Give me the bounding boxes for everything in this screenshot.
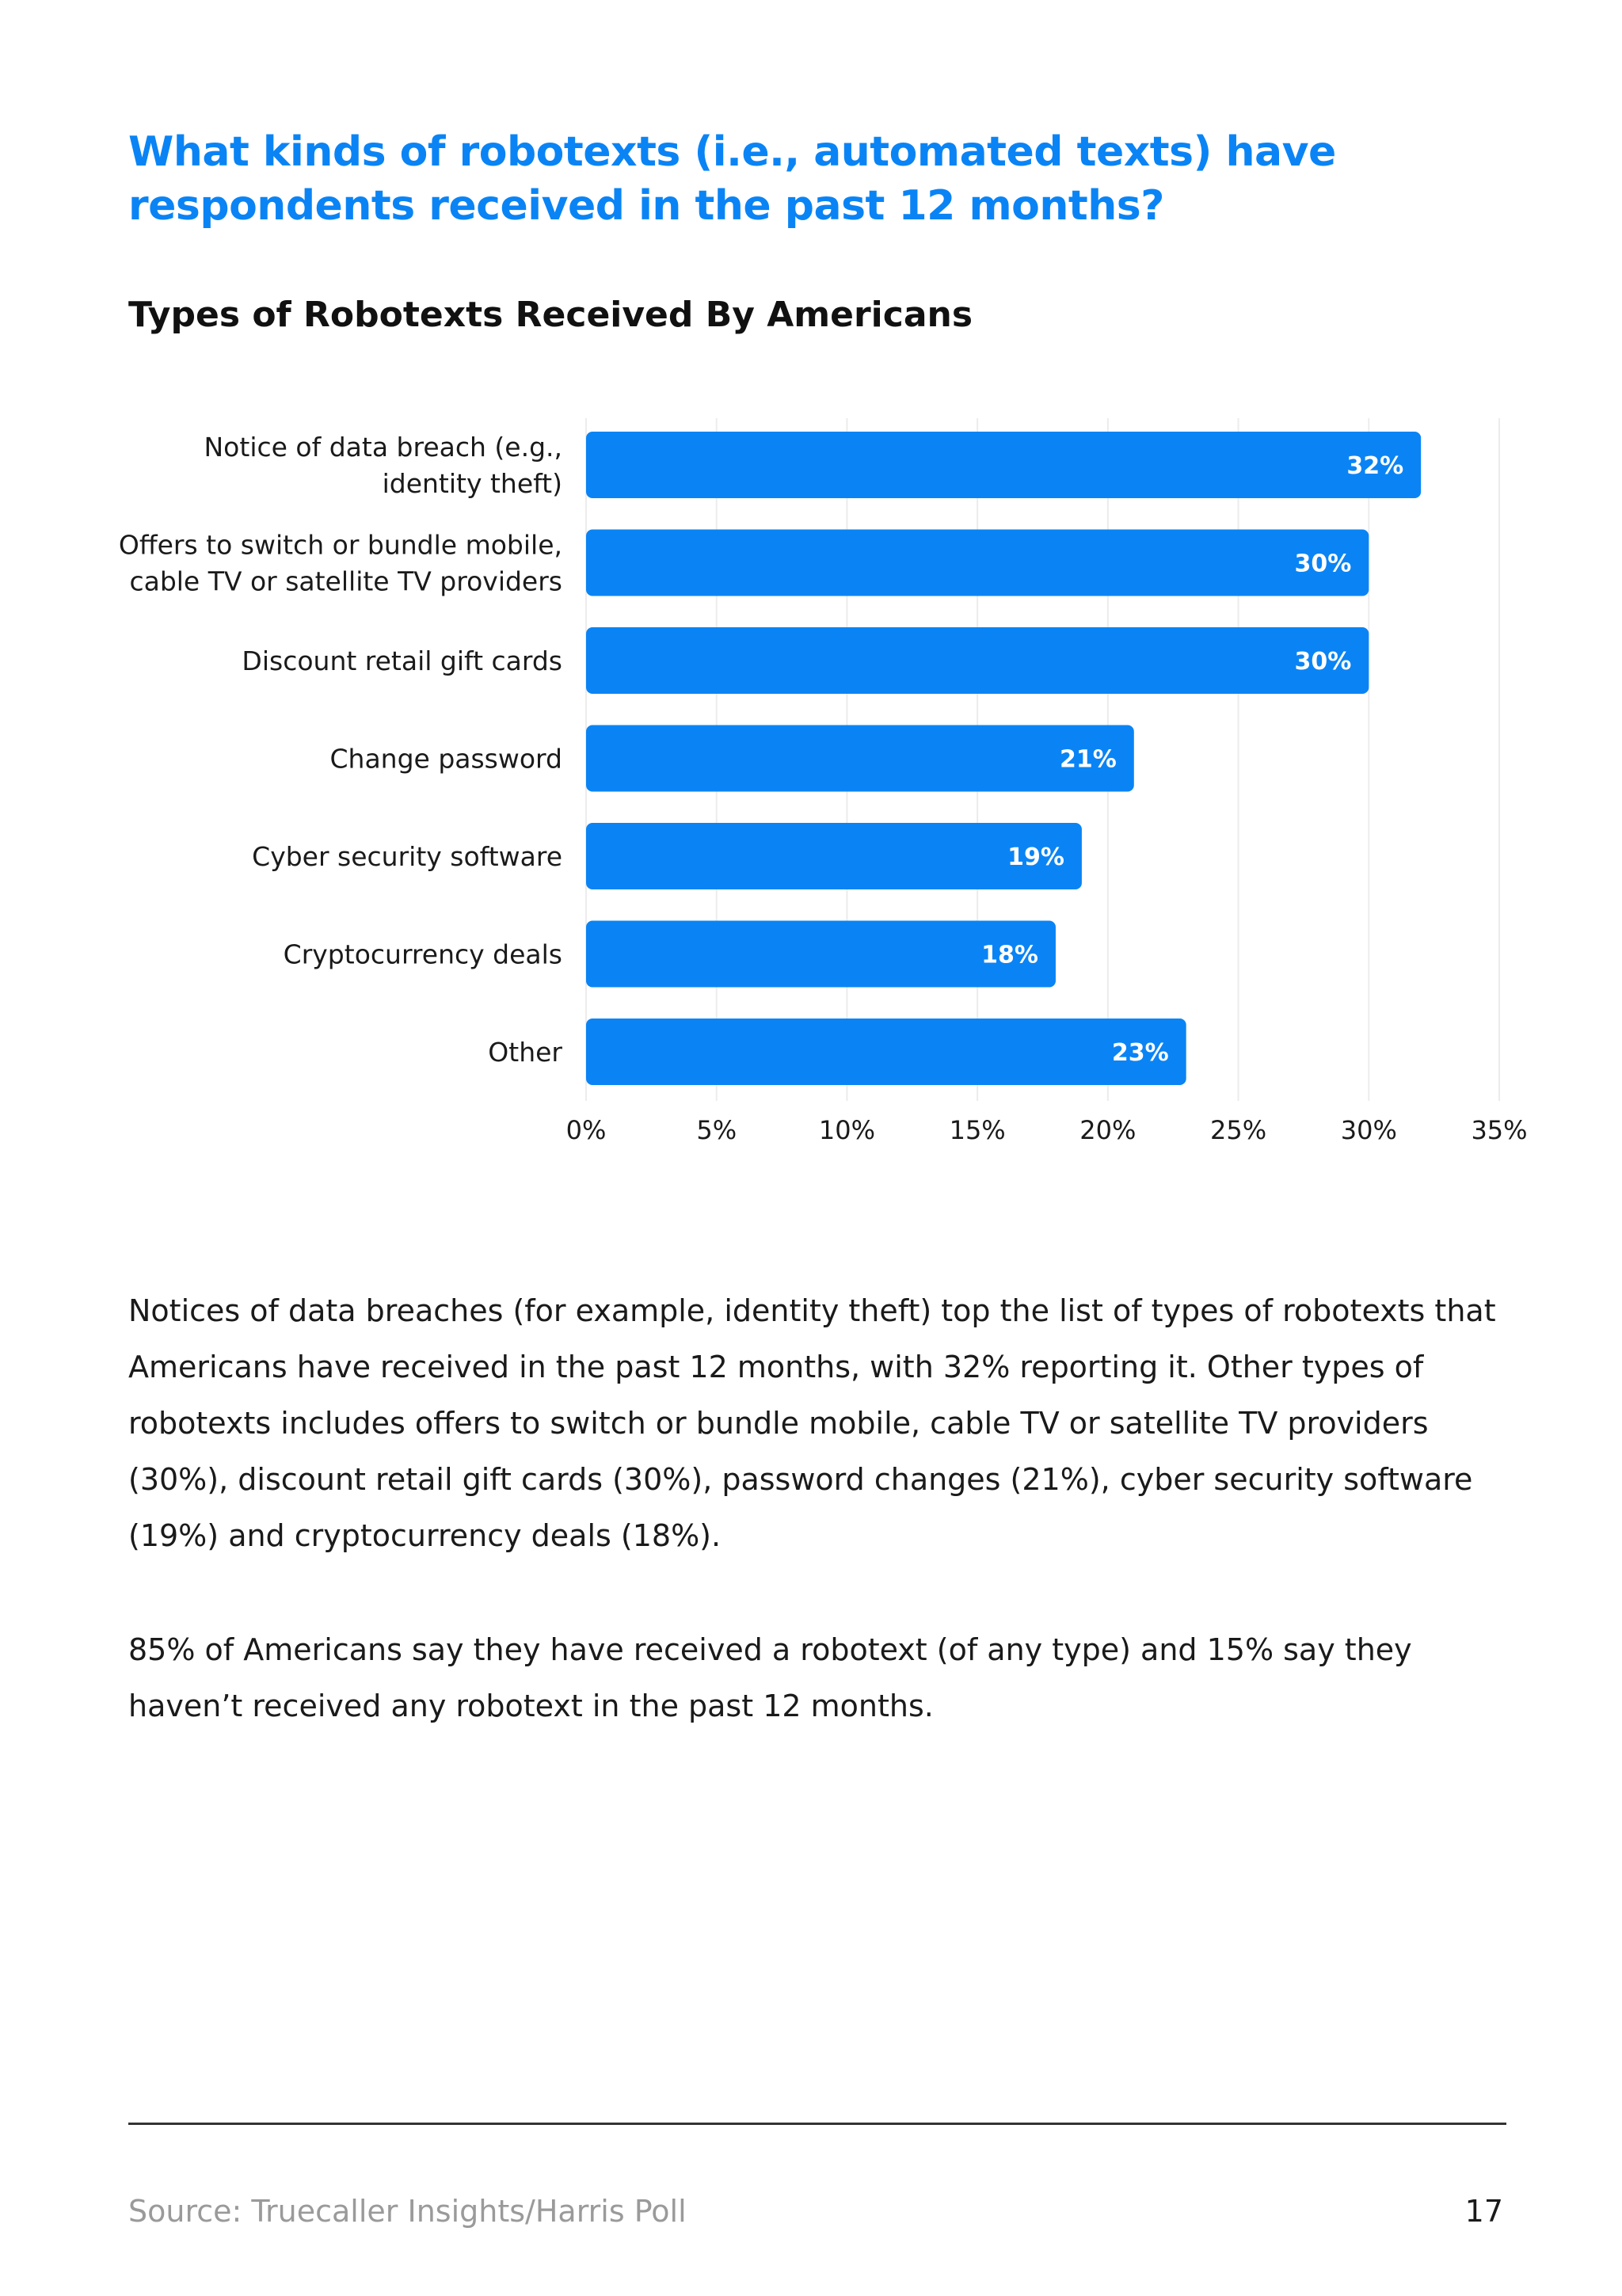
category-label: Cryptocurrency deals <box>284 939 562 970</box>
page-heading: What kinds of robotexts (i.e., automated… <box>128 128 1336 230</box>
category-labels: Notice of data breach (e.g., identity the… <box>119 432 563 1068</box>
chart-title: Types of Robotexts Received By Americans <box>128 295 973 335</box>
x-tick-label: 20% <box>1079 1115 1136 1145</box>
category-label: Change password <box>329 744 562 775</box>
bar-value-label: 18% <box>981 942 1038 969</box>
category-label: identity theft) <box>383 468 562 499</box>
bar-chart: 32% 30% 30% 21% 19% 18% 23% Notice of data bre… <box>119 418 1528 1145</box>
category-label: Notice of data breach (e.g., <box>204 432 563 463</box>
body-paragraph-1: Notices of data breaches (for example, i… <box>128 1293 1496 1553</box>
bar-value-label: 32% <box>1346 452 1403 480</box>
footer-divider <box>128 2123 1506 2125</box>
x-tick-label: 5% <box>696 1115 737 1145</box>
x-tick-label: 15% <box>950 1115 1006 1145</box>
bar-value-label: 30% <box>1294 648 1351 676</box>
bar <box>586 823 1082 889</box>
bar-value-label: 23% <box>1112 1039 1169 1067</box>
x-tick-label: 10% <box>819 1115 875 1145</box>
bar-value-label: 19% <box>1007 843 1064 871</box>
bar <box>586 1019 1186 1085</box>
x-tick-label: 30% <box>1341 1115 1397 1145</box>
page-number: 17 <box>1464 2194 1503 2229</box>
category-label: Other <box>488 1037 562 1068</box>
bars: 32% 30% 30% 21% 19% 18% 23% <box>586 432 1422 1085</box>
bar <box>586 725 1134 792</box>
bar-value-label: 30% <box>1294 550 1351 578</box>
x-tick-label: 35% <box>1471 1115 1527 1145</box>
x-tick-label: 25% <box>1210 1115 1266 1145</box>
bar <box>586 627 1369 694</box>
category-label: Discount retail gift cards <box>242 645 562 676</box>
x-axis-ticks: 0% 5% 10% 15% 20% 25% 30% 35% <box>566 1115 1528 1145</box>
bar-value-label: 21% <box>1060 746 1117 774</box>
category-label: cable TV or satellite TV providers <box>129 566 562 597</box>
x-tick-label: 0% <box>566 1115 607 1145</box>
bar <box>586 920 1056 988</box>
body-paragraph-2: 85% of Americans say they have received … <box>128 1632 1412 1723</box>
category-label: Offers to switch or bundle mobile, <box>119 530 562 561</box>
bar <box>586 529 1369 596</box>
category-label: Cyber security software <box>252 841 562 872</box>
footer-source: Source: Truecaller Insights/Harris Poll <box>128 2194 687 2229</box>
bar <box>586 432 1422 498</box>
